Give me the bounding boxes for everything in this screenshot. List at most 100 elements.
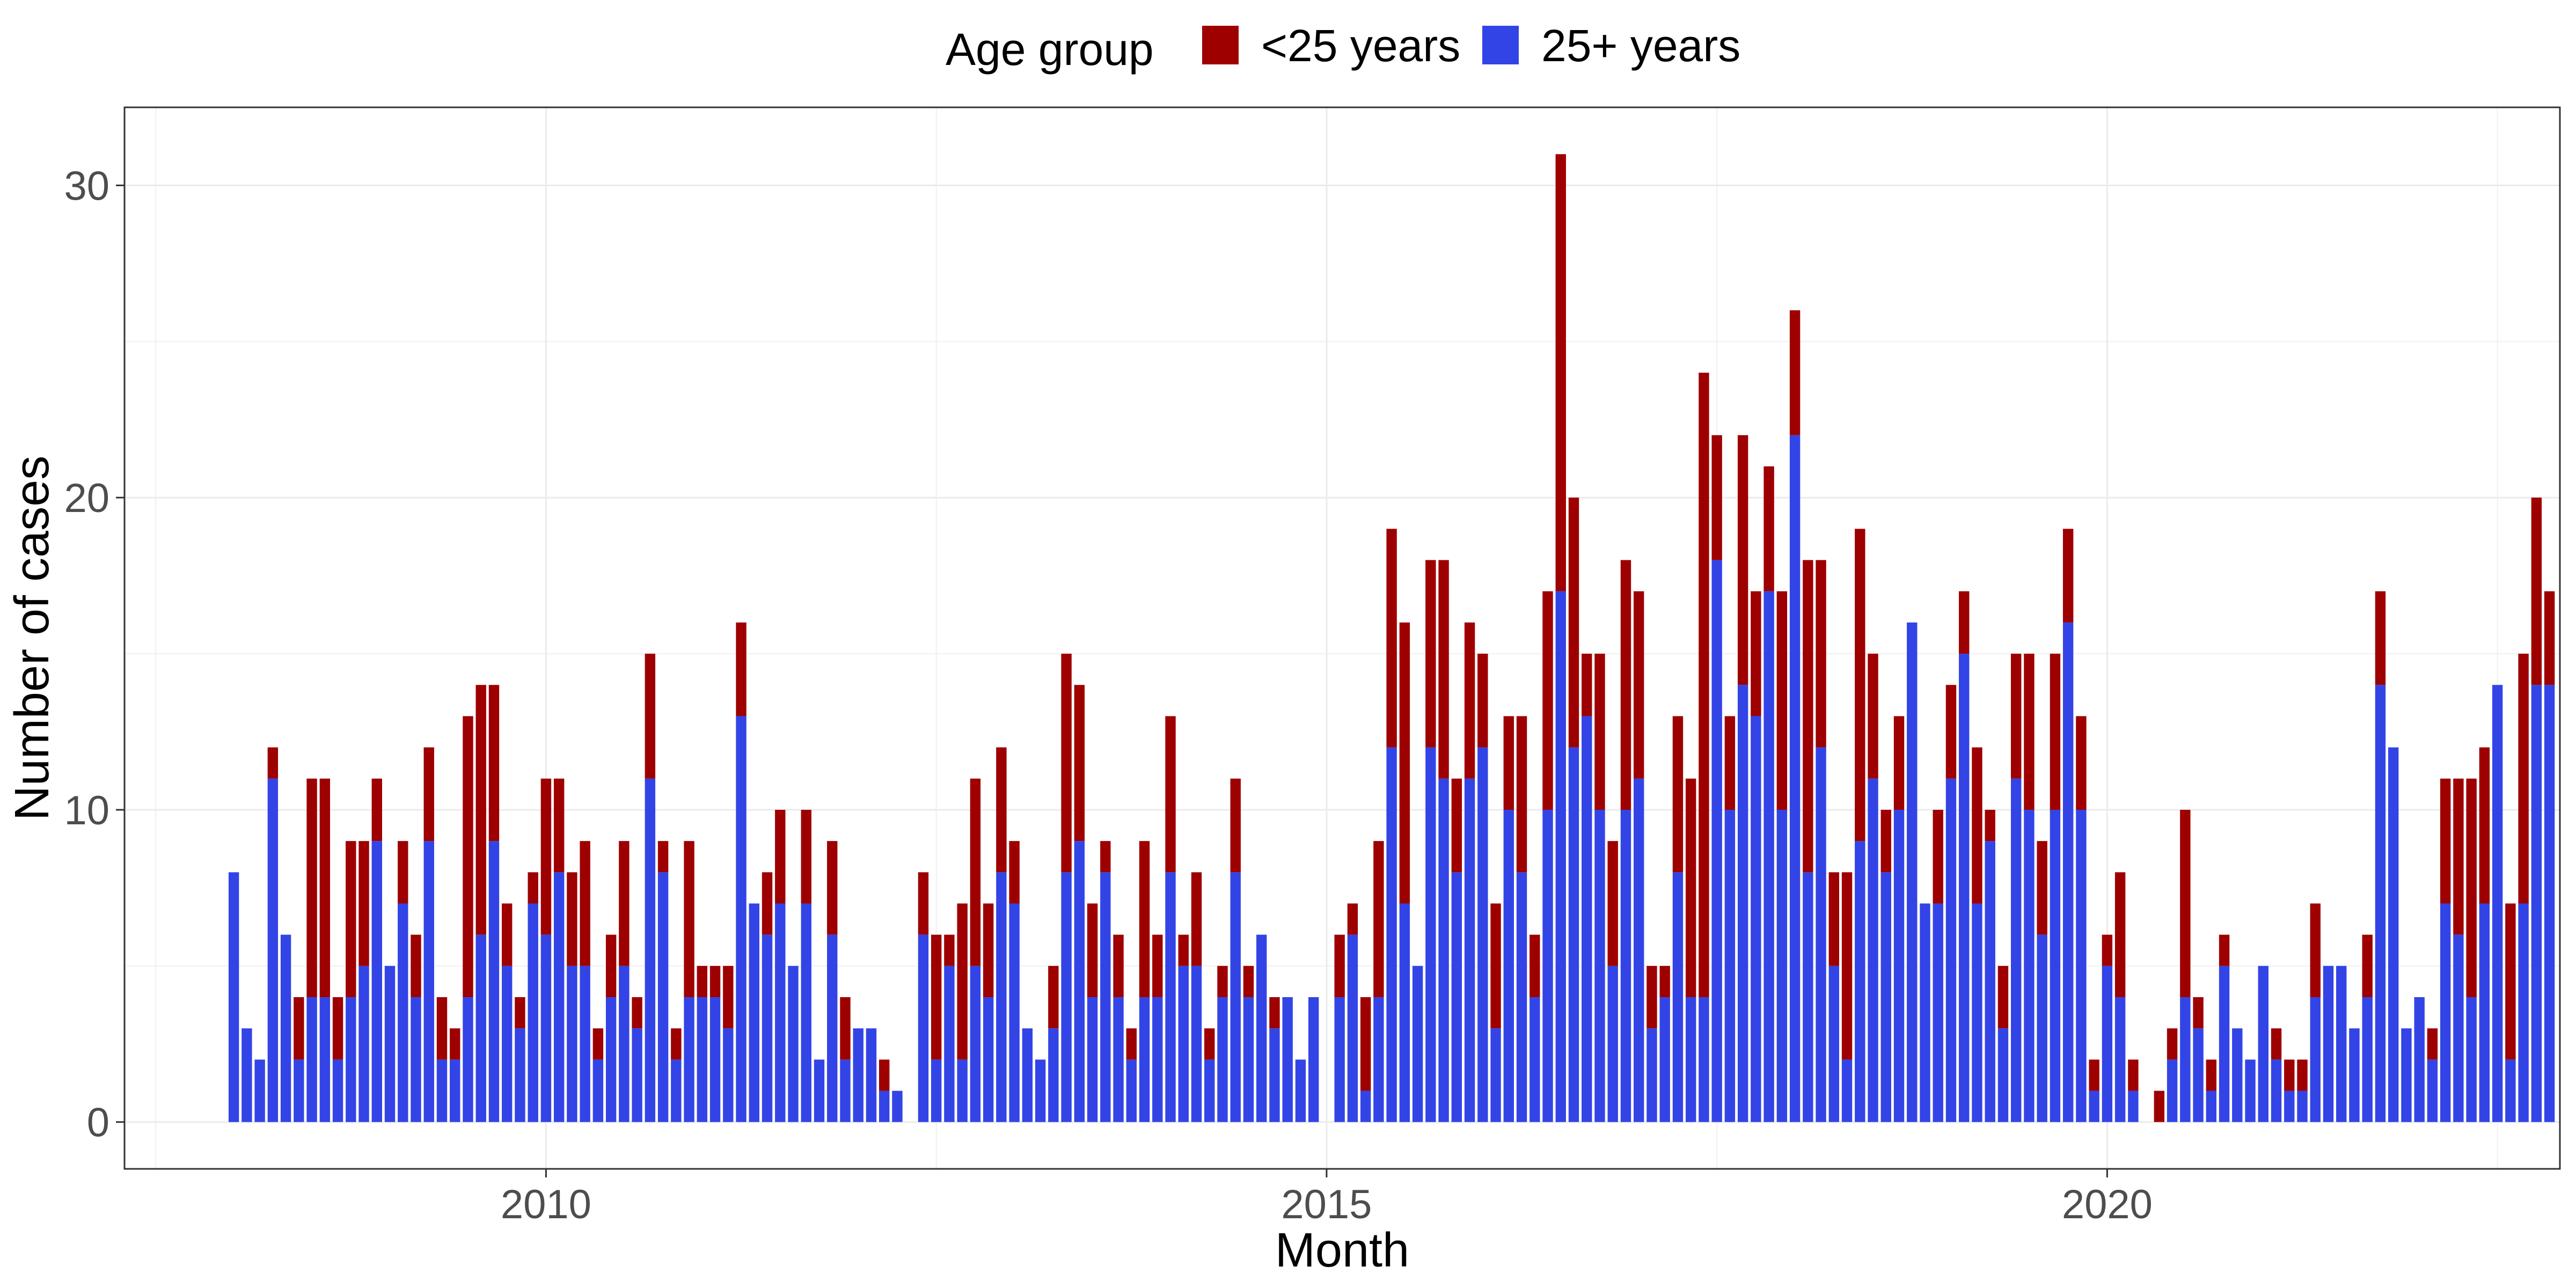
y-axis-title: Number of cases — [5, 456, 59, 821]
bar-under-25 — [346, 841, 356, 998]
bar-under-25 — [1048, 965, 1059, 1029]
bar-25-plus — [2284, 1091, 2295, 1122]
bar-25-plus — [2050, 809, 2061, 1122]
bar-25-plus — [931, 1059, 942, 1122]
bar-under-25 — [2518, 654, 2529, 904]
bar-under-25 — [2284, 1059, 2295, 1091]
bar-under-25 — [879, 1059, 890, 1091]
bar-25-plus — [827, 934, 838, 1122]
bar-25-plus — [1711, 560, 1722, 1122]
bar-under-25 — [1841, 872, 1853, 1060]
legend-label-25-plus: 25+ years — [1541, 20, 1740, 71]
bar-25-plus — [294, 1059, 304, 1122]
bar-under-25 — [1061, 654, 1072, 873]
legend-title: Age group — [946, 24, 1154, 75]
bar-25-plus — [2479, 903, 2490, 1122]
bar-under-25 — [2128, 1059, 2139, 1091]
bar-25-plus — [1386, 747, 1397, 1122]
bar-under-25 — [1699, 372, 1709, 998]
bar-under-25 — [970, 778, 981, 966]
bar-under-25 — [1451, 778, 1462, 873]
bar-under-25 — [2310, 903, 2321, 998]
bar-25-plus — [580, 965, 590, 1122]
bar-under-25 — [1230, 778, 1241, 873]
bar-25-plus — [1295, 1059, 1306, 1122]
bar-under-25 — [1893, 716, 1905, 810]
bar-25-plus — [605, 997, 617, 1122]
bar-under-25 — [1803, 560, 1813, 873]
bar-under-25 — [1438, 560, 1449, 779]
bar-25-plus — [1022, 1028, 1033, 1122]
bar-25-plus — [1659, 997, 1670, 1122]
bar-25-plus — [371, 841, 382, 1122]
bar-25-plus — [1634, 778, 1644, 1122]
legend-key-25-plus — [1482, 26, 1519, 64]
bar-25-plus — [866, 1028, 877, 1122]
bar-under-25 — [2037, 841, 2047, 935]
bar-25-plus — [319, 997, 331, 1122]
x-tick-label: 2020 — [2062, 1182, 2153, 1227]
bar-25-plus — [1816, 747, 1826, 1122]
bar-25-plus — [2349, 1028, 2360, 1122]
bar-under-25 — [267, 747, 279, 779]
bar-under-25 — [2271, 1028, 2282, 1060]
bar-25-plus — [2401, 1028, 2412, 1122]
bar-25-plus — [1074, 841, 1085, 1122]
bar-under-25 — [996, 747, 1007, 873]
bar-under-25 — [1243, 965, 1254, 998]
bar-under-25 — [502, 903, 513, 966]
bar-under-25 — [463, 716, 473, 998]
bar-under-25 — [2375, 591, 2386, 685]
bar-under-25 — [632, 997, 642, 1029]
bar-under-25 — [2505, 903, 2516, 1060]
bar-under-25 — [1074, 685, 1085, 841]
bar-under-25 — [332, 997, 343, 1060]
bar-25-plus — [879, 1091, 890, 1122]
bar-under-25 — [957, 903, 968, 1060]
bar-25-plus — [2362, 997, 2373, 1122]
bar-25-plus — [423, 841, 434, 1122]
bar-under-25 — [2024, 654, 2035, 810]
bar-under-25 — [983, 903, 994, 998]
y-tick-label: 20 — [64, 475, 109, 521]
bar-under-25 — [1933, 809, 1943, 904]
bar-25-plus — [1425, 747, 1436, 1122]
bar-25-plus — [657, 872, 669, 1122]
bar-25-plus — [1464, 778, 1475, 1122]
bar-25-plus — [1113, 997, 1124, 1122]
bar-under-25 — [1985, 809, 1995, 841]
bar-25-plus — [619, 965, 630, 1122]
bar-under-25 — [1503, 716, 1514, 810]
bar-25-plus — [1737, 685, 1748, 1122]
bar-25-plus — [1230, 872, 1241, 1122]
bar-under-25 — [450, 1028, 460, 1060]
bar-under-25 — [1763, 466, 1774, 591]
bar-25-plus — [1009, 903, 1020, 1122]
bar-25-plus — [2505, 1059, 2516, 1122]
bar-under-25 — [319, 778, 331, 998]
bar-25-plus — [788, 965, 799, 1122]
bar-under-25 — [840, 997, 851, 1060]
bar-under-25 — [2089, 1059, 2099, 1091]
bar-25-plus — [540, 934, 552, 1122]
bar-25-plus — [2062, 622, 2074, 1122]
bar-under-25 — [1972, 747, 1982, 904]
bar-under-25 — [1334, 934, 1345, 998]
bar-under-25 — [775, 809, 786, 904]
bar-25-plus — [1646, 1028, 1657, 1122]
bar-under-25 — [371, 778, 382, 841]
bar-under-25 — [1672, 716, 1684, 873]
bar-under-25 — [1347, 903, 1358, 935]
bar-under-25 — [2362, 934, 2373, 998]
bar-25-plus — [2531, 685, 2542, 1122]
bar-25-plus — [280, 934, 291, 1122]
bar-25-plus — [2310, 997, 2321, 1122]
bar-25-plus — [2102, 965, 2113, 1122]
bar-25-plus — [592, 1059, 604, 1122]
bar-25-plus — [1178, 965, 1189, 1122]
bar-25-plus — [228, 872, 239, 1122]
bar-25-plus — [709, 997, 721, 1122]
bar-25-plus — [762, 934, 773, 1122]
bar-under-25 — [2154, 1091, 2165, 1122]
bar-25-plus — [1308, 997, 1319, 1122]
